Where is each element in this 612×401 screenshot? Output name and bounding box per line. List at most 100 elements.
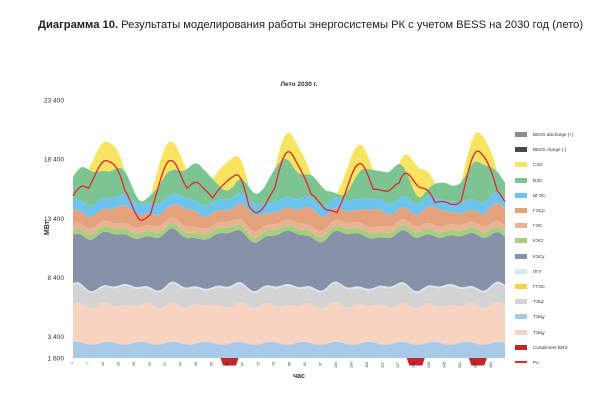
legend-swatch: [515, 177, 527, 183]
x-tick-label: 163: [489, 362, 493, 368]
legend-label: ТЭЦу: [533, 314, 545, 320]
curtailment-areas: [73, 358, 505, 366]
legend-label: ГТЭС: [533, 283, 545, 289]
legend-item: СЭС: [515, 157, 610, 172]
legend-swatch: [515, 268, 527, 274]
area-series-ТЭЦу: [73, 341, 505, 358]
legend-label: КЭСу: [533, 253, 545, 259]
x-tick-label: 109: [349, 362, 353, 368]
legend-swatch: [515, 253, 527, 259]
area-series-ГЭС: [73, 217, 505, 238]
legend-item: ГЭСр: [515, 203, 610, 218]
page-title-bold: Диаграмма 10.: [38, 19, 119, 31]
x-axis: 1 7 13 19 25 31 37 43 49 55 61 67 73 79 85 91 97 103 109 11…: [70, 362, 493, 368]
x-tick-label: 115: [365, 362, 369, 368]
x-tick-label: 157: [474, 362, 478, 368]
legend-swatch: [515, 223, 527, 229]
legend-item: ВЭС: [515, 173, 610, 188]
y-tick-label: 3 400: [47, 334, 64, 341]
x-tick-label: 91: [303, 362, 307, 366]
page-title-rest: Результаты моделирования работы энергоси…: [118, 19, 584, 31]
legend-item: BESS charge (-): [515, 142, 610, 157]
x-tick-label: 19: [117, 362, 121, 366]
legend-swatch: [515, 299, 527, 305]
legend-swatch: [515, 314, 527, 320]
page-title: Диаграмма 10. Результаты моделирования р…: [38, 19, 583, 31]
legend-item: мГЭС: [515, 188, 610, 203]
x-tick-label: 139: [427, 362, 431, 368]
legend-label: Рн: [533, 359, 539, 365]
x-tick-label: 97: [318, 362, 322, 366]
y-axis: 23 400 18 400 13 400 8 400 3 400 1 600: [44, 98, 65, 363]
legend-swatch: [515, 192, 527, 198]
legend-item: ТЭЦг: [515, 294, 610, 309]
legend-label: ТЭЦг: [533, 299, 545, 305]
chart-title: Лето 2030 г.: [280, 81, 317, 88]
legend-label: мГЭС: [533, 192, 546, 198]
y-tick-label: 1 600: [47, 356, 64, 363]
x-tick-label: 43: [179, 362, 183, 366]
area-series-СЭС: [73, 132, 505, 202]
x-tick-label: 25: [132, 362, 136, 366]
legend-swatch: [515, 147, 527, 153]
legend-item: КЭСу: [515, 249, 610, 264]
legend-label: СЭС: [533, 162, 543, 168]
y-tick-label: 8 400: [47, 275, 64, 282]
area-series-КЭСу: [73, 228, 505, 292]
x-tick-label: 31: [148, 362, 152, 366]
legend-label: ПГУ: [533, 268, 542, 274]
legend-item: ПГУ: [515, 264, 610, 279]
chart-legend: BESS discharge (+) BESS charge (-) СЭС ВЭС м…: [515, 127, 610, 370]
y-axis-label: МВт: [44, 220, 51, 235]
y-tick-label: 23 400: [44, 98, 65, 105]
area-series-curtailment: [73, 358, 505, 366]
area-series-ГЭСр: [73, 202, 505, 232]
x-tick-label: 61: [225, 362, 229, 366]
legend-label: BESS charge (-): [533, 147, 567, 153]
area-series-ВЭС: [73, 158, 505, 207]
y-tick-label: 13 400: [44, 216, 65, 223]
x-tick-label: 55: [210, 362, 214, 366]
legend-label: BESS discharge (+): [533, 132, 574, 138]
legend-swatch: [515, 162, 527, 168]
area-series-мГЭС: [73, 192, 505, 217]
legend-swatch: [515, 132, 527, 138]
legend-item: Рн: [515, 355, 610, 370]
x-tick-label: 13: [101, 362, 105, 366]
legend-swatch: [515, 208, 527, 214]
area-series-ПГУ: [73, 281, 505, 294]
x-tick-label: 103: [334, 362, 338, 368]
x-tick-label: 67: [241, 362, 245, 366]
legend-label: КЭСг: [533, 238, 544, 244]
legend-item: BESS discharge (+): [515, 127, 610, 142]
x-tick-label: 85: [287, 362, 291, 366]
legend-item: ГТЭС: [515, 279, 610, 294]
legend-swatch: [515, 238, 527, 244]
x-tick-label: 127: [396, 362, 400, 368]
legend-label: Curtailment ВИЭ: [533, 344, 568, 350]
legend-item: ТЭЦу: [515, 324, 610, 339]
area-series-КЭСг: [73, 223, 505, 243]
legend-item: КЭСг: [515, 233, 610, 248]
legend-label: ВЭС: [533, 177, 543, 183]
legend-swatch: [515, 329, 527, 335]
x-tick-label: 7: [86, 362, 90, 364]
x-tick-label: 79: [272, 362, 276, 366]
area-series-ТЭЦу: [73, 302, 505, 345]
x-axis-label: час: [293, 373, 305, 380]
y-tick-label: 18 400: [44, 157, 65, 164]
legend-item: ГЭС: [515, 218, 610, 233]
x-tick-label: 151: [458, 362, 462, 368]
x-tick-label: 145: [443, 362, 447, 368]
area-series-ТЭЦг: [73, 283, 505, 309]
legend-item: ТЭЦу: [515, 309, 610, 324]
legend-swatch: [515, 283, 527, 289]
legend-label: ГЭС: [533, 223, 543, 229]
x-tick-label: 73: [256, 362, 260, 366]
legend-label: ТЭЦу: [533, 329, 545, 335]
x-tick-label: 37: [163, 362, 167, 366]
legend-label: ГЭСр: [533, 208, 545, 214]
x-tick-label: 121: [380, 362, 384, 368]
legend-swatch: [515, 344, 527, 350]
